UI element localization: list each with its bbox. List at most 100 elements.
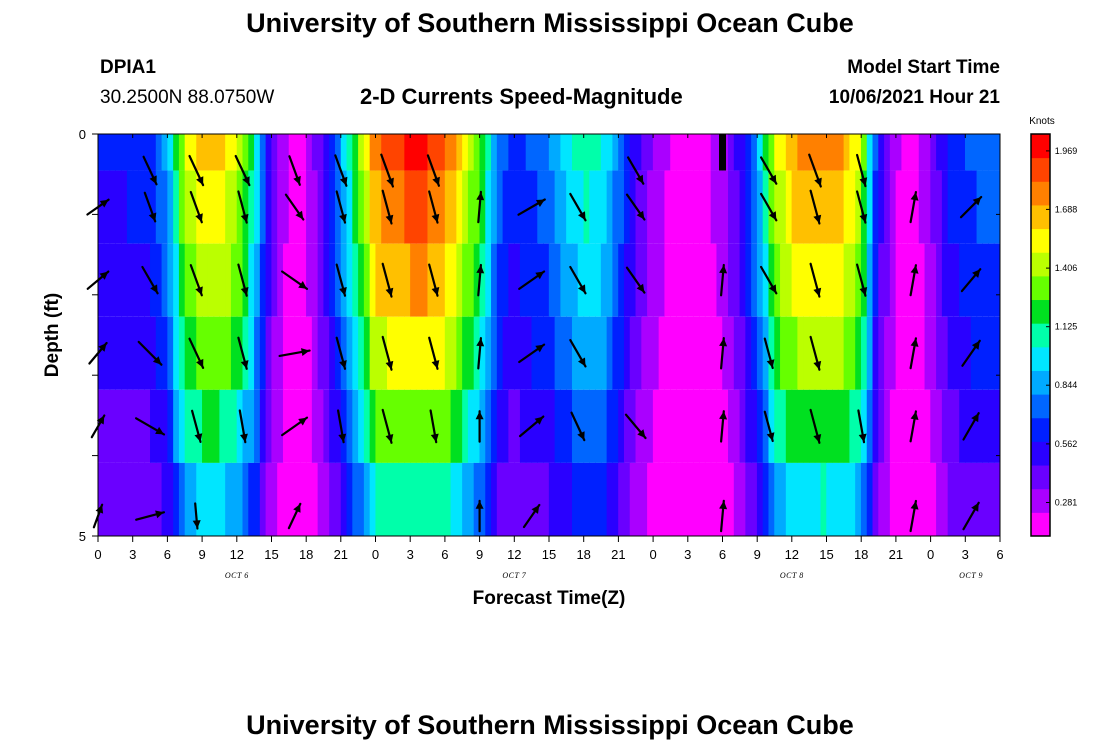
- heatmap-cell: [277, 316, 284, 390]
- heatmap-cell: [959, 134, 966, 171]
- vector-head: [385, 360, 394, 370]
- colorbar-tick-label: 1.969: [1055, 146, 1078, 156]
- x-tick-label: 9: [198, 547, 205, 562]
- model-start-time: 10/06/2021 Hour 21: [828, 87, 1000, 108]
- heatmap-cell: [924, 389, 931, 463]
- heatmap-cell: [699, 316, 706, 390]
- current-vector-arrow: [426, 154, 440, 187]
- heatmap-cell: [352, 243, 359, 317]
- heatmap-cell: [387, 134, 394, 171]
- x-tick-label: 15: [264, 547, 278, 562]
- heatmap-cell: [895, 170, 903, 244]
- heatmap-cell: [808, 462, 816, 536]
- vector-head: [99, 199, 109, 208]
- heatmap-cell: [150, 462, 157, 536]
- vector-head: [971, 502, 979, 512]
- current-vector-arrow: [189, 264, 203, 297]
- heatmap-cell: [577, 134, 585, 171]
- heatmap-cell: [115, 389, 122, 463]
- vector-head: [971, 413, 979, 423]
- current-vector-arrow: [625, 266, 646, 294]
- heatmap-cell: [860, 462, 868, 536]
- heatmap-cell: [329, 134, 336, 171]
- heatmap-cell: [329, 389, 336, 463]
- heatmap-cell: [427, 170, 434, 244]
- heatmap-cell: [618, 134, 625, 171]
- heatmap-cell: [444, 316, 452, 390]
- heatmap-cell: [450, 170, 457, 244]
- heatmap-cell: [213, 389, 220, 463]
- heatmap-cell: [832, 462, 839, 536]
- heatmap-cell: [901, 243, 908, 317]
- heatmap-cell: [797, 134, 804, 171]
- vector-head: [813, 360, 822, 370]
- current-vector-arrow: [428, 263, 440, 297]
- vector-head: [476, 191, 485, 201]
- heatmap-cell: [415, 134, 423, 171]
- heatmap-cell: [583, 462, 590, 536]
- heatmap-cell: [918, 316, 926, 390]
- heatmap-cell: [884, 462, 891, 536]
- heatmap-cell: [202, 389, 209, 463]
- heatmap-cell: [623, 170, 631, 244]
- heatmap-cell: [109, 389, 116, 463]
- heatmap-cell: [398, 170, 405, 244]
- heatmap-cell: [820, 316, 827, 390]
- heatmap-cell: [219, 134, 226, 171]
- heatmap-cell: [953, 316, 960, 390]
- heatmap-cell: [849, 134, 856, 171]
- heatmap-cell: [265, 462, 272, 536]
- heatmap-cell: [751, 243, 758, 317]
- heatmap-cell: [895, 243, 903, 317]
- heatmap-cell: [323, 243, 330, 317]
- heatmap-cell: [259, 170, 267, 244]
- heatmap-cell: [288, 389, 296, 463]
- heatmap-cell: [612, 316, 619, 390]
- heatmap-cell: [340, 243, 348, 317]
- heatmap-cell: [554, 134, 561, 171]
- heatmap-cell: [664, 134, 671, 171]
- current-vector-arrow: [381, 189, 394, 225]
- current-vector-arrow: [763, 410, 775, 443]
- heatmap-cell: [704, 243, 712, 317]
- heatmap-cell: [976, 170, 983, 244]
- heatmap-cell: [537, 243, 544, 317]
- heatmap-cell: [907, 170, 914, 244]
- heatmap-cell: [340, 170, 348, 244]
- colorbar-tick-label: 1.125: [1055, 322, 1078, 332]
- heatmap-cell: [681, 243, 689, 317]
- heatmap-cell: [976, 134, 983, 171]
- heatmap-cell: [878, 170, 885, 244]
- heatmap-cell: [375, 389, 382, 463]
- heatmap-cell: [230, 462, 238, 536]
- heatmap-cell: [196, 462, 203, 536]
- heatmap-cell: [496, 170, 504, 244]
- vector-head: [301, 348, 310, 356]
- vector-head: [150, 284, 158, 294]
- heatmap-cell: [670, 243, 677, 317]
- heatmap-cell: [300, 243, 307, 317]
- vector-head: [339, 176, 348, 186]
- heatmap-cell: [970, 316, 978, 390]
- heatmap-cell: [202, 134, 209, 171]
- heatmap-cell: [965, 462, 972, 536]
- heatmap-cell: [941, 316, 949, 390]
- current-vector-arrow: [281, 270, 309, 290]
- heatmap-cell: [733, 316, 741, 390]
- heatmap-cell: [953, 134, 960, 171]
- heatmap-cell: [496, 134, 504, 171]
- heatmap-cell: [294, 243, 301, 317]
- heatmap-cell: [623, 462, 631, 536]
- current-vector-arrow: [763, 337, 775, 370]
- heatmap-cell: [965, 243, 972, 317]
- x-tick-label: 12: [230, 547, 244, 562]
- heatmap-cell: [98, 243, 105, 317]
- heatmap-cell: [941, 134, 949, 171]
- current-vector-arrow: [719, 410, 728, 443]
- vector-head: [96, 415, 105, 425]
- heatmap-cell: [485, 316, 492, 390]
- heatmap-cell: [381, 389, 388, 463]
- heatmap-cell: [554, 389, 561, 463]
- heatmap-cell: [144, 389, 151, 463]
- heatmap-cell: [415, 462, 423, 536]
